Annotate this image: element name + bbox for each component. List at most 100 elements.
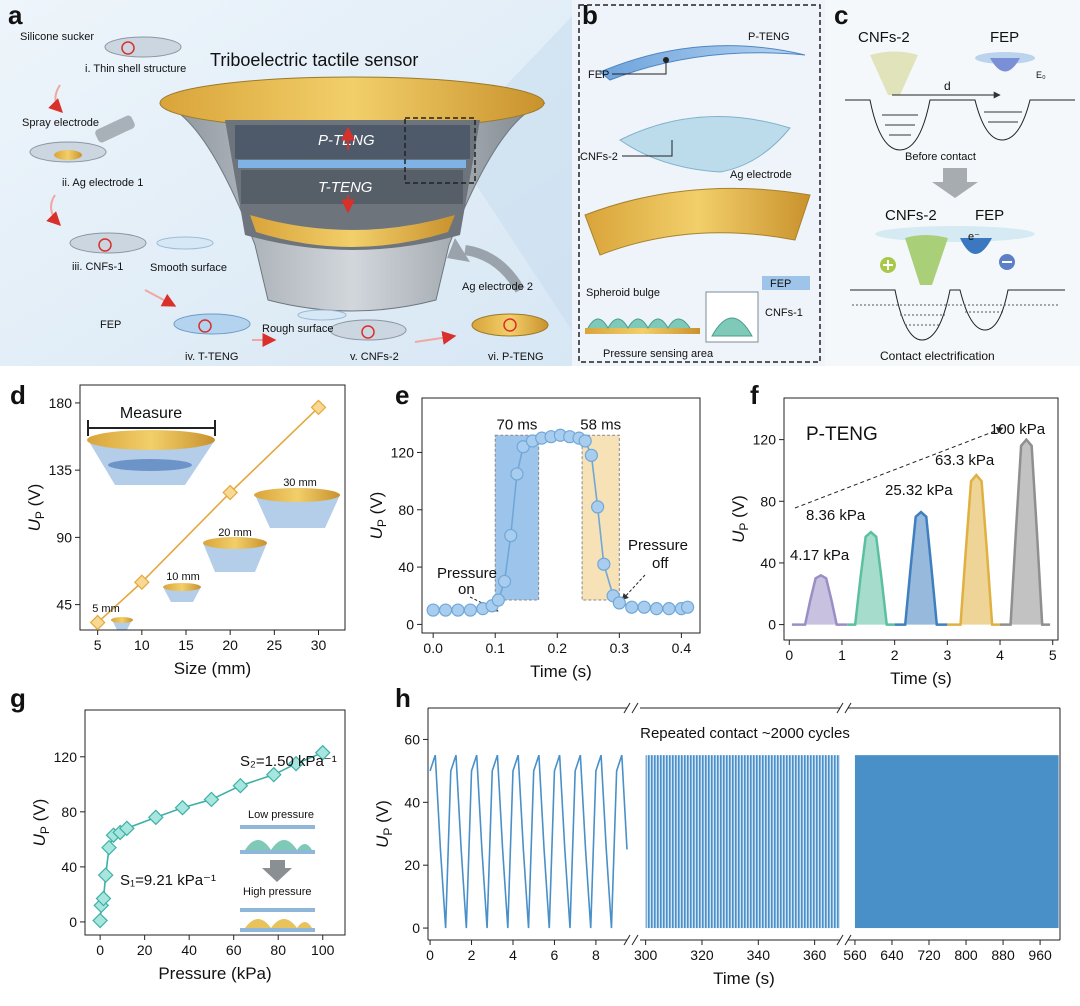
energy-levels [882, 111, 1022, 136]
x-tick-label: 5 [94, 637, 102, 653]
rough-sheet [297, 309, 347, 321]
marker-circle [198, 319, 212, 333]
pointer [621, 574, 646, 601]
panel-c: c CNFs-2 FEP d E₀ Before contact CNFs-2 … [825, 0, 1080, 366]
inset-arrow [262, 860, 292, 882]
sensor-icon [163, 587, 201, 602]
y-label-unit: (V) [367, 492, 386, 519]
y-tick-label: 180 [49, 395, 73, 411]
sensor-icon [111, 617, 133, 623]
y-tick-label: 80 [61, 804, 77, 820]
label: CNFs-2 [580, 151, 618, 163]
marker-circle [121, 41, 135, 55]
annotation: Pressure [437, 565, 497, 582]
panel-letter: e [395, 380, 409, 410]
y-tick-label: 60 [404, 731, 420, 747]
data-line [97, 406, 320, 624]
arrow-head [447, 238, 470, 262]
x-tick-label: 0.1 [485, 640, 505, 656]
y-axis-label: UP (V) [373, 800, 395, 848]
x-tick-label: 560 [843, 947, 867, 963]
x-tick-label: 40 [181, 942, 197, 958]
panel-letter: c [834, 0, 848, 30]
sensor-icon [163, 583, 201, 591]
y-label-symbol: U [373, 835, 392, 848]
step-label: iv. T-TENG [185, 351, 238, 363]
x-tick-label: 880 [991, 947, 1015, 963]
series-label: 100 kPa [990, 421, 1046, 438]
y-tick-label: 40 [404, 794, 420, 810]
axis-break [836, 934, 844, 946]
label: Pressure sensing area [603, 348, 714, 360]
x-tick-label: 60 [226, 942, 242, 958]
inset-plate [240, 825, 315, 829]
series-label: 4.17 kPa [790, 547, 850, 564]
chart-decorations [87, 420, 1004, 932]
x-tick-label: 100 [311, 942, 335, 958]
x-tick-label: 300 [634, 947, 658, 963]
axis-break [623, 702, 631, 714]
x-tick-label: 1 [838, 647, 846, 663]
y-label-subscript: P [33, 511, 47, 519]
axis-break [836, 702, 844, 714]
data-point [497, 574, 512, 589]
data-point [504, 528, 518, 543]
frame [421, 397, 701, 634]
y-tick-label: 20 [404, 857, 420, 873]
data-point [314, 744, 331, 761]
y-label-unit: (V) [25, 484, 44, 511]
data-point [591, 500, 605, 514]
diagram-title: Triboelectric tactile sensor [210, 50, 418, 70]
fep-cone [990, 58, 1020, 72]
x-tick-label: 0.3 [610, 640, 630, 656]
x-tick-label: 720 [917, 947, 941, 963]
plus-sign [883, 260, 893, 270]
x-tick-label: 640 [880, 947, 904, 963]
step-label: Silicone sucker [20, 31, 94, 43]
x-axis-label: Time (s) [713, 969, 775, 988]
step-label: Spray electrode [22, 117, 99, 129]
x-tick-label: 0 [785, 647, 793, 663]
axis-break [631, 702, 639, 714]
highlight-region [581, 434, 620, 601]
frame [783, 397, 1059, 641]
y-axis-label: UP (V) [729, 495, 751, 543]
step-label: i. Thin shell structure [85, 63, 186, 75]
y-tick-label: 40 [398, 559, 414, 575]
sensor-icon [255, 495, 340, 528]
label: Spheroid bulge [586, 287, 660, 299]
inset-plate [240, 908, 315, 912]
dish [173, 313, 251, 335]
y-label-symbol: U [30, 833, 49, 846]
y-axis-label: UP (V) [367, 492, 389, 540]
y-tick-label: 40 [760, 555, 776, 571]
sensor-icon [87, 430, 215, 450]
step-arrow [46, 194, 61, 226]
data-point [95, 890, 112, 907]
data-point [463, 603, 478, 617]
y-tick-label: 120 [54, 749, 78, 765]
dish [471, 313, 549, 337]
y-label-unit: (V) [30, 799, 49, 826]
bulge [711, 317, 753, 337]
step-label: FEP [100, 319, 121, 331]
data-point [203, 791, 220, 808]
strip [585, 328, 700, 334]
region-label: 58 ms [580, 416, 621, 433]
layer-label: P-TENG [318, 132, 375, 149]
y-tick-label: 0 [69, 914, 77, 930]
y-label-symbol: U [729, 530, 748, 543]
dish [104, 36, 182, 58]
panel-letter: g [10, 683, 26, 713]
data-point [101, 839, 117, 856]
x-tick-label: 10 [134, 637, 150, 653]
x-tick-label: 0 [96, 942, 104, 958]
data-point [426, 603, 440, 617]
data-point [133, 574, 150, 591]
data-point [89, 614, 106, 631]
leader [612, 60, 667, 75]
panel-b: b P-TENG FEP CNFs-2 Ag electrode Spheroi… [572, 0, 825, 366]
step-arrow [144, 289, 177, 307]
